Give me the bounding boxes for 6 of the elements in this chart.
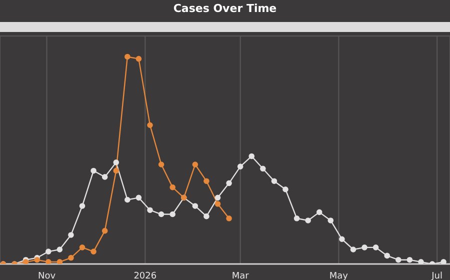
- x-tick-label: Nov: [38, 271, 56, 280]
- x-tick-label: May: [329, 271, 349, 280]
- x-tick-label: Mar: [232, 271, 250, 280]
- chart-title: Cases Over Time: [172, 1, 278, 17]
- x-tick-label: Jul: [430, 271, 443, 280]
- x-tick-label: 2026: [134, 271, 157, 280]
